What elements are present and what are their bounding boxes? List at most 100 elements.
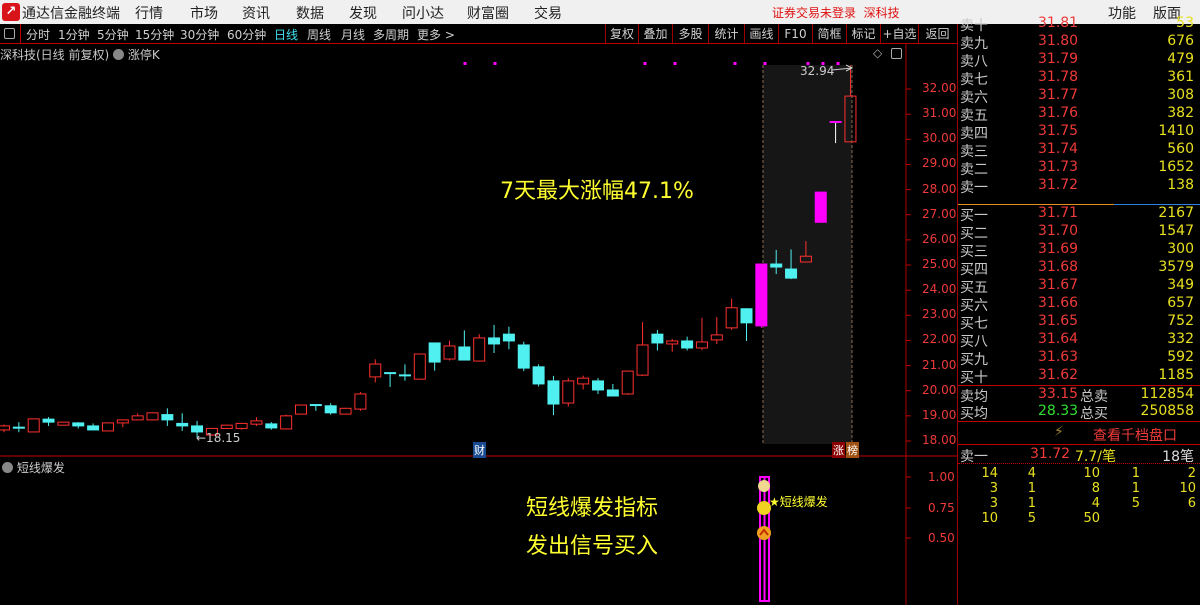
- candle[interactable]: [384, 372, 397, 387]
- tool-button[interactable]: 叠加: [638, 24, 672, 44]
- bid-row[interactable]: 买六 31.66 657: [958, 295, 1198, 314]
- tool-button[interactable]: 返回: [918, 24, 956, 44]
- sub-indicator-name[interactable]: 短线爆发: [16, 461, 65, 475]
- candle[interactable]: [205, 427, 218, 436]
- candle[interactable]: [116, 419, 129, 428]
- chevron-down-icon[interactable]: [113, 49, 125, 60]
- panel-icon[interactable]: [891, 48, 902, 59]
- menu-item[interactable]: 数据: [296, 6, 324, 22]
- tool-button[interactable]: 统计: [708, 24, 744, 44]
- bid-row[interactable]: 买九 31.63 592: [958, 349, 1198, 368]
- tool-button[interactable]: 复权: [605, 24, 638, 44]
- candle[interactable]: [740, 308, 753, 341]
- candle[interactable]: [651, 329, 664, 351]
- candle[interactable]: [309, 404, 322, 411]
- candle[interactable]: [131, 413, 144, 421]
- ask-row[interactable]: 卖六 31.77 308: [958, 87, 1198, 106]
- candle[interactable]: [814, 191, 827, 223]
- candle[interactable]: [517, 341, 530, 372]
- menu-layout[interactable]: 版面: [1153, 6, 1181, 22]
- candle[interactable]: [176, 413, 189, 431]
- candle[interactable]: [681, 336, 694, 351]
- menu-function[interactable]: 功能: [1108, 6, 1136, 22]
- candle[interactable]: [502, 326, 515, 350]
- bid-row[interactable]: 买二 31.70 1547: [958, 223, 1198, 242]
- finance-badge[interactable]: 财: [473, 442, 486, 458]
- candle[interactable]: [161, 408, 174, 426]
- candle[interactable]: [532, 364, 545, 387]
- panel-toggle-icon[interactable]: [4, 28, 15, 39]
- candle[interactable]: [770, 249, 783, 275]
- bid-row[interactable]: 买三 31.69 300: [958, 241, 1198, 260]
- candle[interactable]: [398, 364, 411, 381]
- ask-row[interactable]: 卖三 31.74 560: [958, 141, 1198, 160]
- candle[interactable]: [191, 420, 204, 438]
- candle[interactable]: [27, 418, 40, 433]
- tool-button[interactable]: 多股: [672, 24, 708, 44]
- candle[interactable]: [755, 263, 768, 328]
- ask-row[interactable]: 卖十 31.81 53: [958, 15, 1198, 34]
- ask-row[interactable]: 卖九 31.80 676: [958, 33, 1198, 52]
- candle[interactable]: [592, 378, 604, 394]
- period-tab[interactable]: 分时: [26, 28, 51, 42]
- bid-row[interactable]: 买四 31.68 3579: [958, 259, 1198, 278]
- candle[interactable]: [87, 423, 100, 431]
- menu-item[interactable]: 财富圈: [467, 6, 509, 22]
- candle[interactable]: [799, 241, 812, 263]
- kline-chart[interactable]: [0, 0, 958, 605]
- limit-up-badge[interactable]: 涨: [832, 442, 845, 458]
- candle[interactable]: [488, 324, 501, 354]
- candle[interactable]: [0, 424, 10, 433]
- candle[interactable]: [250, 417, 263, 426]
- diamond-icon[interactable]: ◇: [873, 46, 883, 60]
- menu-item[interactable]: 交易: [534, 6, 562, 22]
- candle[interactable]: [235, 422, 248, 430]
- candle[interactable]: [42, 417, 55, 426]
- bid-row[interactable]: 买一 31.71 2167: [958, 205, 1198, 224]
- candle[interactable]: [72, 422, 85, 429]
- period-tab[interactable]: 1分钟: [58, 28, 90, 42]
- candle[interactable]: [324, 403, 337, 415]
- candle[interactable]: [57, 421, 70, 426]
- candle[interactable]: [280, 414, 293, 430]
- bid-row[interactable]: 买十 31.62 1185: [958, 367, 1198, 386]
- candle[interactable]: [443, 340, 456, 361]
- chevron-down-icon[interactable]: [2, 462, 13, 473]
- tool-button[interactable]: 画线: [744, 24, 778, 44]
- tool-button[interactable]: 简框: [812, 24, 846, 44]
- period-tab[interactable]: 月线: [341, 28, 366, 42]
- candle[interactable]: [12, 422, 25, 433]
- bid-row[interactable]: 买七 31.65 752: [958, 313, 1198, 332]
- menu-item[interactable]: 行情: [135, 6, 163, 22]
- candle[interactable]: [785, 249, 798, 280]
- period-tab[interactable]: 更多 >: [417, 28, 455, 42]
- menu-item[interactable]: 问小达: [402, 6, 444, 22]
- bid-row[interactable]: 买五 31.67 349: [958, 277, 1198, 296]
- ask-row[interactable]: 卖二 31.73 1652: [958, 159, 1198, 178]
- candle[interactable]: [710, 317, 723, 344]
- period-tab[interactable]: 日线: [274, 28, 299, 42]
- candle[interactable]: [547, 375, 560, 416]
- ask-row[interactable]: 卖五 31.76 382: [958, 105, 1198, 124]
- candle[interactable]: [666, 338, 679, 352]
- candle[interactable]: [577, 375, 590, 390]
- indicator-name[interactable]: 涨停K: [127, 48, 160, 62]
- depth-link[interactable]: 查看千档盘口: [1093, 428, 1177, 444]
- period-tab[interactable]: 多周期: [373, 28, 410, 42]
- period-tab[interactable]: 30分钟: [180, 28, 220, 42]
- period-tab[interactable]: 5分钟: [97, 28, 129, 42]
- period-tab[interactable]: 15分钟: [135, 28, 175, 42]
- candle[interactable]: [369, 359, 382, 383]
- candle[interactable]: [413, 353, 426, 380]
- candle[interactable]: [562, 378, 575, 407]
- candle[interactable]: [295, 404, 307, 415]
- candle[interactable]: [725, 298, 738, 330]
- tool-button[interactable]: F10: [778, 24, 812, 44]
- candle[interactable]: [354, 391, 367, 411]
- candle[interactable]: [695, 317, 708, 350]
- candle[interactable]: [621, 370, 634, 395]
- ask-row[interactable]: 卖四 31.75 1410: [958, 123, 1198, 142]
- candle[interactable]: [458, 330, 471, 361]
- candle[interactable]: [473, 334, 486, 362]
- menu-item[interactable]: 市场: [190, 6, 218, 22]
